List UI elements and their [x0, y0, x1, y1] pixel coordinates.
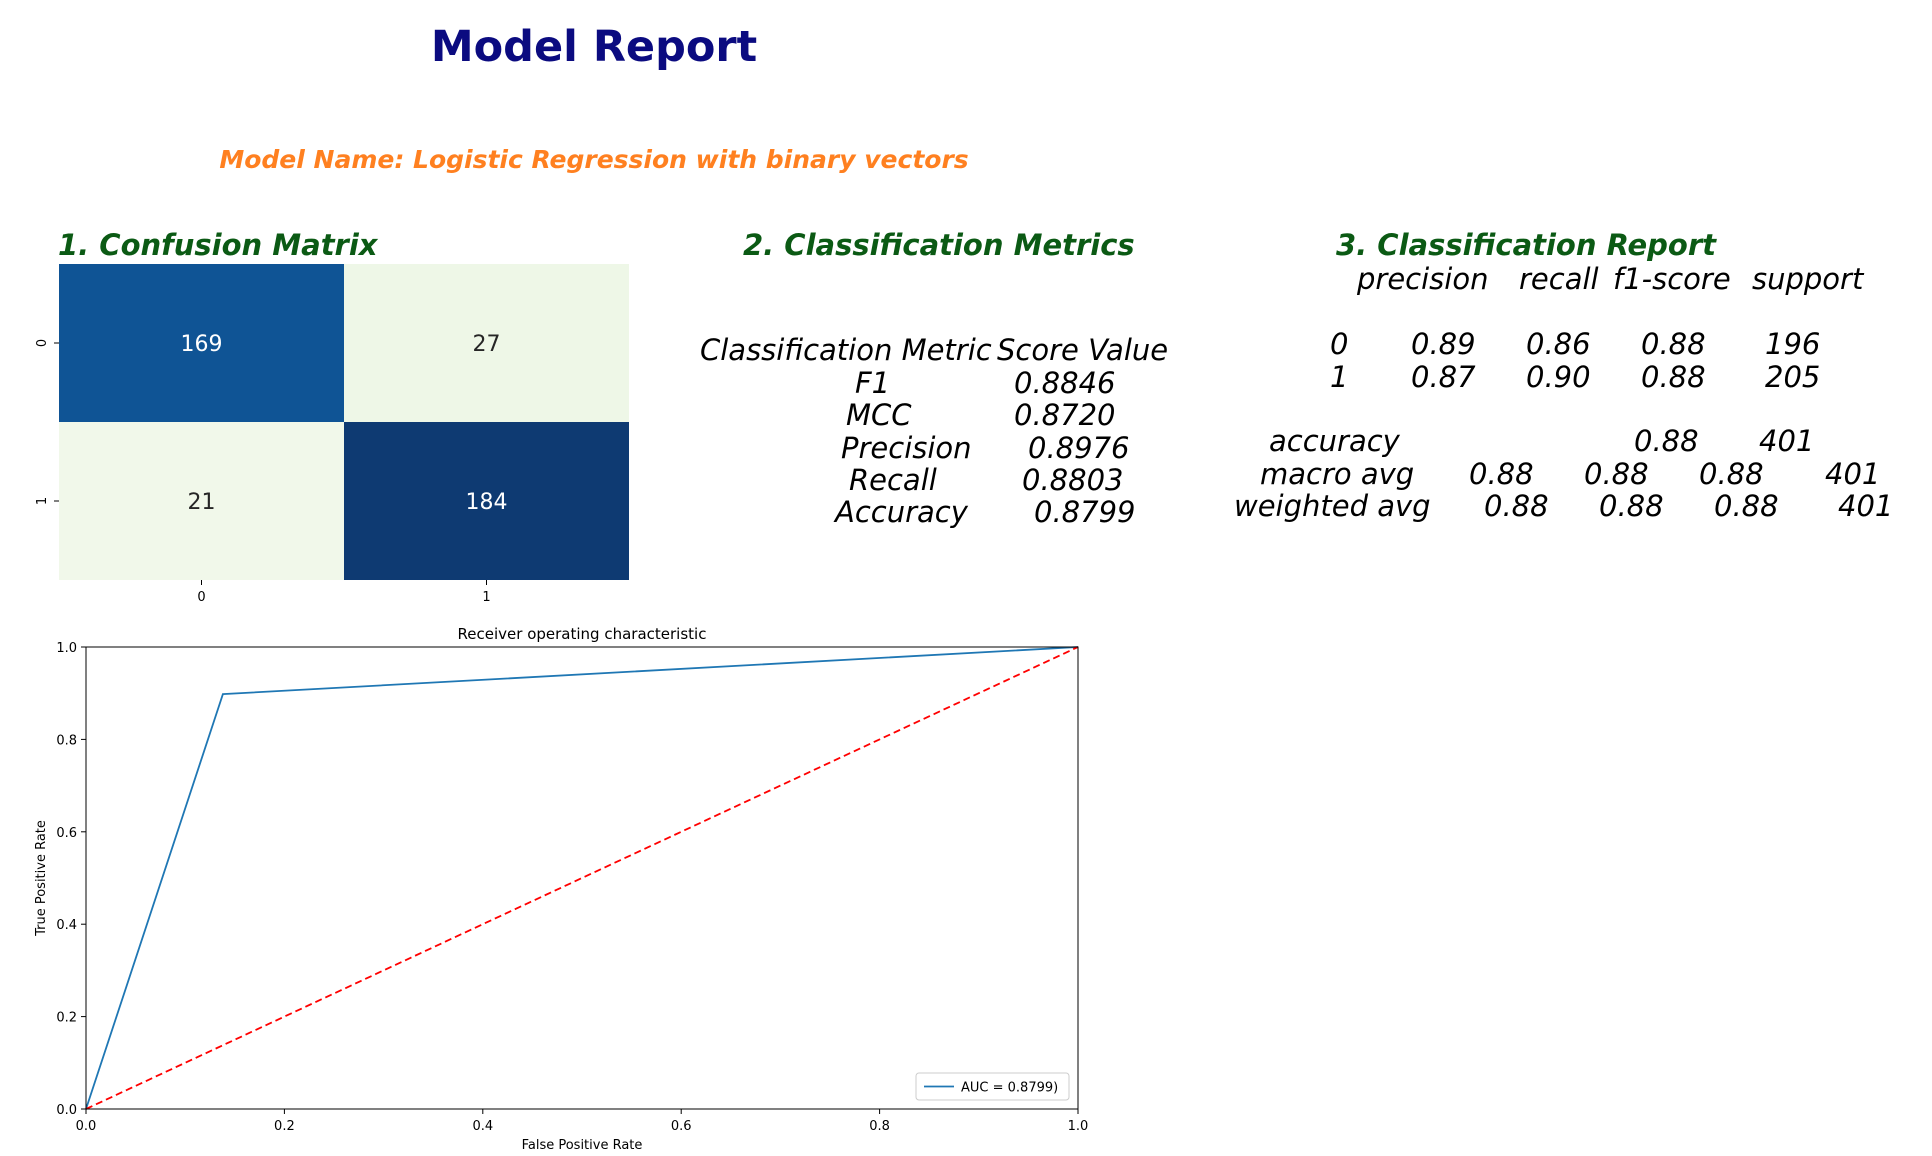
report-cell: 205 [1765, 360, 1821, 394]
heatmap-cell-label: 169 [181, 332, 223, 357]
legend-box [915, 1072, 1070, 1101]
diagonal-reference-line [85, 646, 1079, 1110]
report-cell: 0 [1330, 327, 1349, 361]
x-tick-label: 0.8 [869, 1119, 890, 1134]
model-name: Model Name: Logistic Regression with bin… [219, 145, 969, 174]
confusion-matrix-chart: 169 27 21 184 0 1 0 1 [35, 264, 629, 605]
report-header-precision: precision [1357, 262, 1489, 296]
heatmap-cell [59, 422, 344, 580]
x-tick-label: 0.6 [671, 1119, 692, 1134]
report-cell: 0.87 [1411, 360, 1476, 394]
y-tick-label: 0.0 [56, 1103, 77, 1118]
report-cell: 0.88 [1584, 457, 1649, 491]
classification-metrics-title: 2. Classification Metrics [743, 228, 1135, 262]
x-tick-label: 1 [482, 590, 490, 605]
report-cell: 0.88 [1469, 457, 1534, 491]
heatmap-cell-label: 27 [473, 332, 501, 357]
report-cell: 0.88 [1714, 489, 1779, 523]
metric-value: 0.8799 [1034, 495, 1136, 529]
roc-curve [85, 646, 1079, 1110]
y-tick-label: 0.4 [56, 918, 77, 933]
metric-label: Precision [841, 431, 972, 465]
report-cell: 0.88 [1599, 489, 1664, 523]
metric-label: MCC [846, 398, 912, 432]
report-cell: accuracy [1269, 424, 1400, 458]
report-cell: 0.88 [1484, 489, 1549, 523]
x-tick-label: 0.2 [274, 1119, 295, 1134]
y-tick-label: 0.2 [56, 1011, 77, 1026]
metric-value: 0.8720 [1014, 398, 1116, 432]
y-tick-label: 0.6 [56, 826, 77, 841]
metric-value: 0.8976 [1028, 431, 1130, 465]
y-axis-label: True Positive Rate [34, 820, 49, 937]
x-tick-label: 0 [197, 590, 205, 605]
report-header-support: support [1752, 262, 1864, 296]
page-title: Model Report [430, 22, 758, 72]
report-cell: 401 [1825, 457, 1881, 491]
heatmap-cell-label: 184 [466, 490, 508, 515]
y-tick-label: 1.0 [56, 641, 77, 656]
x-tick-label: 1.0 [1068, 1119, 1089, 1134]
report-cell: 0.89 [1411, 327, 1476, 361]
metric-label: Accuracy [835, 495, 968, 529]
x-axis-label: False Positive Rate [522, 1138, 643, 1153]
report-cell: 1 [1330, 360, 1349, 394]
report-cell: 401 [1759, 424, 1815, 458]
report-cell: 0.88 [1634, 424, 1699, 458]
report-cell: 401 [1838, 489, 1894, 523]
metric-value: 0.8803 [1022, 463, 1124, 497]
report-cell: 0.88 [1641, 327, 1706, 361]
classification-report-title: 3. Classification Report [1336, 228, 1717, 262]
heatmap-cell [344, 422, 629, 580]
report-cell: 196 [1765, 327, 1821, 361]
heatmap-cell [344, 264, 629, 422]
report-header-f1: f1-score [1613, 262, 1731, 296]
report-cell: macro avg [1260, 457, 1415, 491]
y-tick-label: 0 [35, 339, 50, 347]
chart-title: Receiver operating characteristic [458, 625, 707, 643]
metric-value: 0.8846 [1014, 366, 1116, 400]
heatmap-cell [59, 264, 344, 422]
report-cell: 0.90 [1526, 360, 1591, 394]
metric-label: F1 [855, 366, 891, 400]
report-cell: 0.88 [1641, 360, 1706, 394]
x-tick-label: 0.4 [472, 1119, 493, 1134]
confusion-matrix-title: 1. Confusion Matrix [58, 228, 378, 262]
plot-frame [85, 646, 1079, 1110]
y-tick-label: 1 [35, 497, 50, 505]
metrics-header-metric: Classification Metric [700, 333, 992, 367]
report-header-recall: recall [1519, 262, 1599, 296]
legend-label: AUC = 0.8799) [961, 1081, 1058, 1096]
report-cell: 0.88 [1699, 457, 1764, 491]
roc-chart: Receiver operating characteristic 0.0 0.2 0… [34, 625, 1089, 1153]
report-cell: 0.86 [1526, 327, 1591, 361]
y-tick-label: 0.8 [56, 733, 77, 748]
x-tick-label: 0.0 [76, 1119, 97, 1134]
metric-label: Recall [849, 463, 937, 497]
report-cell: weighted avg [1234, 489, 1431, 523]
metrics-header-score: Score Value [997, 333, 1169, 367]
heatmap-cell-label: 21 [188, 490, 216, 515]
